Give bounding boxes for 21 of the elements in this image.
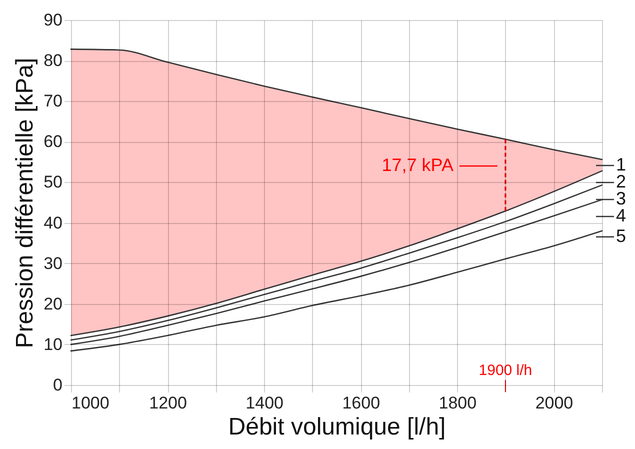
y-tick-label: 10	[44, 334, 62, 354]
annotation: 17,7 kPA	[382, 155, 454, 175]
x-tick-label: 2000	[535, 394, 574, 412]
x-axis-title: Débit volumique [l/h]	[228, 414, 446, 440]
y-tick-label: 60	[44, 132, 62, 152]
y-tick-label: 30	[44, 254, 62, 273]
legend-label: 5	[616, 226, 626, 246]
y-tick-label: 90	[44, 10, 62, 30]
y-tick-label: 70	[44, 92, 62, 111]
y-tick-label: 50	[44, 172, 62, 192]
y-tick-label: 0	[53, 376, 62, 394]
x-tick-label: 1200	[149, 394, 187, 412]
y-axis-title: Pression différentielle [kPa]	[12, 58, 39, 348]
y-tick-label: 40	[44, 213, 62, 232]
y-tick-label: 20	[44, 294, 62, 314]
y-tick-label: 80	[44, 51, 62, 70]
x-tick-label: 1800	[438, 394, 477, 412]
annotation: 1900 l/h	[478, 362, 532, 379]
x-tick-label: 1600	[342, 394, 380, 412]
x-tick-label: 1400	[246, 394, 284, 412]
x-tick-label: 1000	[72, 394, 110, 412]
